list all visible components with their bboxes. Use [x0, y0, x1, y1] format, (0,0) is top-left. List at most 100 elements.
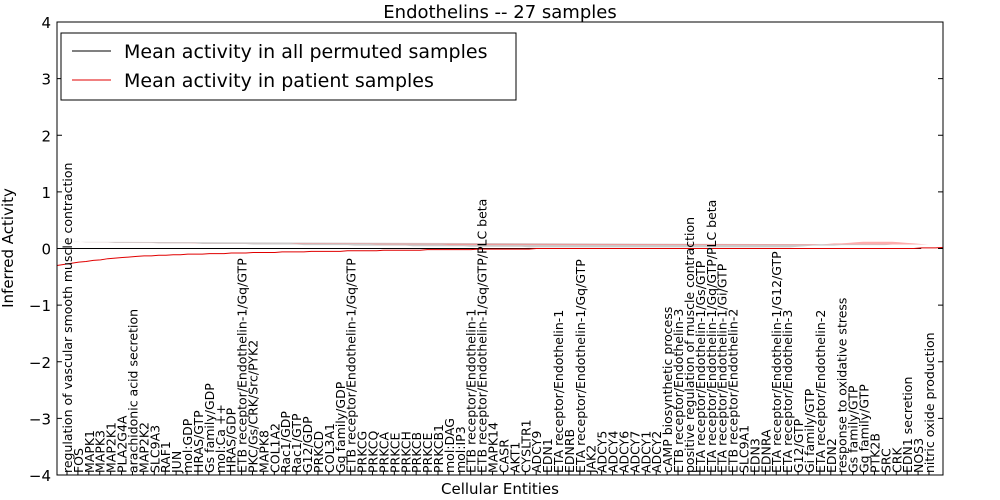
x-tick-label: ADCY2 — [649, 431, 664, 473]
x-tick-label: COL1A2 — [267, 423, 282, 473]
x-tick-label: ETA receptor/Endothelin-3 — [780, 310, 795, 473]
y-tick-label: 3 — [41, 71, 51, 89]
x-tick-label: CASR — [496, 439, 511, 473]
x-tick-label: MAPK3 — [93, 430, 108, 473]
x-tick-label: JUN — [169, 451, 184, 474]
y-tick-label: 2 — [41, 127, 51, 145]
x-tick-label: EDN3 — [747, 438, 762, 473]
x-tick-label: ADCY7 — [627, 431, 642, 473]
x-tick-label: ETA receptor/Endothelin-1/Gs/GTP — [693, 260, 708, 473]
x-tick-label: ETA receptor/Endothelin-1 — [551, 310, 566, 473]
x-tick-label: SLC9A1 — [737, 425, 752, 473]
x-tick-label: nitric oxide production — [922, 332, 937, 473]
x-tick-label: PRKCB1 — [431, 424, 446, 473]
x-tick-label: ADCY6 — [616, 431, 631, 473]
x-tick-label: Gs family/GDP — [202, 383, 217, 473]
x-tick-label: PRKCB — [409, 432, 424, 473]
x-tick-label: arachidonic acid secretion — [125, 309, 140, 473]
x-tick-label: Gq family/GDP — [333, 381, 348, 473]
x-tick-label: ADCY9 — [529, 431, 544, 473]
x-tick-label: HRAS/GTP — [191, 410, 206, 473]
x-tick-label: mol:IP3 — [453, 426, 468, 473]
x-tick-label: Gq family/GTP — [857, 384, 872, 473]
lines-layer — [56, 246, 944, 266]
x-tick-label: ETA receptor/Endothelin-1/G12/GTP — [769, 251, 784, 473]
x-tick-label: FOS — [71, 448, 86, 473]
x-tick-label: AKT1 — [507, 442, 522, 473]
x-tick-label: MAP2K1 — [104, 422, 119, 473]
x-tick-label: EDN1 — [540, 438, 555, 473]
y-tick-label: −2 — [29, 354, 51, 372]
x-tick-label: Gs family/GTP — [846, 385, 861, 473]
x-tick-label: SLC9A3 — [147, 425, 162, 473]
x-tick-label: PRKCD — [311, 431, 326, 473]
legend-label-patient: Mean activity in patient samples — [124, 70, 434, 92]
x-tick-label: PRKCH — [398, 431, 413, 473]
x-tick-label: ETA receptor/Endothelin-1/Gq/GTP/PLC bet… — [704, 200, 719, 473]
x-tick-label: response to oxidative stress — [835, 298, 850, 473]
x-tick-label: EDN2 — [824, 438, 839, 473]
x-tick-label: ETB receptor/Endothelin-1/Gq/GTP — [235, 258, 250, 473]
x-tick-label: MAP2K2 — [136, 422, 151, 473]
x-tick-label: SRC — [878, 448, 893, 473]
x-tick-label: Gi family/GTP — [802, 388, 817, 473]
x-tick-label: PRKCA — [376, 432, 391, 473]
x-tick-label: PRKCQ — [366, 431, 381, 473]
x-tick-label: ADCY4 — [606, 431, 621, 473]
x-tick-label: PRKCE — [387, 433, 402, 473]
x-tick-label: MAPK14 — [486, 422, 501, 473]
x-tick-label: COL3A1 — [322, 423, 337, 473]
x-tick-label: EDNRA — [758, 429, 773, 473]
bands-layer — [57, 241, 929, 248]
x-tick-label: PKC/Gs/CRK/Src/PYK2 — [245, 340, 260, 473]
x-axis-label: Cellular Entities — [441, 480, 559, 498]
y-tick-label: 1 — [41, 184, 51, 202]
y-axis-label: Inferred Activity — [0, 188, 17, 308]
x-tick-label: cAMP biosynthetic process — [660, 307, 675, 473]
x-tick-label: ADCY1 — [638, 431, 653, 473]
x-tick-label: ETB receptor/Endothelin-2 — [726, 309, 741, 473]
x-tick-label: JAK2 — [584, 445, 599, 474]
x-tick-label: G12/GTP — [791, 418, 806, 473]
x-tick-label: PRKCE — [420, 433, 435, 473]
y-tick-label: 4 — [41, 14, 51, 32]
x-tick-label: PRKCG — [355, 431, 370, 473]
x-tick-label: NOS3 — [911, 438, 926, 473]
y-tick-label: −1 — [29, 297, 51, 315]
legend-label-permuted: Mean activity in all permuted samples — [124, 41, 487, 63]
y-tick-label: −3 — [29, 410, 51, 428]
x-tick-label: ETA receptor/Endothelin-1/Gq/GTP — [573, 259, 588, 473]
x-tick-label: HRAS/GDP — [224, 407, 239, 473]
x-tick-label: EDNRB — [562, 429, 577, 473]
x-tick-label: regulation of vascular smooth muscle con… — [60, 163, 75, 473]
x-tick-label: Rac1/GTP — [289, 413, 304, 473]
x-tick-label: CYSLTR1 — [518, 419, 533, 473]
x-tick-label: mol:DAG — [442, 418, 457, 473]
y-tick-label: −4 — [29, 467, 51, 485]
x-tick-label: positive regulation of muscle contractio… — [682, 217, 697, 473]
x-tick-label: ETA receptor/Endothelin-1/Gi/GTP — [715, 263, 730, 473]
x-tick-label: PTK2B — [867, 433, 882, 473]
x-tick-label: ETB receptor/Endothelin-1/Gq/GTP/PLC bet… — [475, 199, 490, 473]
x-tick-label: ETB receptor/Endothelin-1 — [464, 309, 479, 473]
x-tick-label: ETB receptor/Endothelin-3 — [671, 309, 686, 473]
y-axis-ticks: −4 −3 −2 −1 0 1 2 3 4 — [29, 14, 943, 485]
legend-box — [60, 32, 517, 101]
y-tick-label: 0 — [41, 241, 51, 259]
patient-band — [57, 241, 929, 246]
x-tick-label: G12/GDP — [300, 416, 315, 473]
x-tick-label: ADCY5 — [595, 431, 610, 473]
legend: Mean activity in all permuted samples Me… — [60, 32, 517, 101]
x-tick-label: mol:Ca ++ — [213, 404, 228, 473]
chart-title: Endothelins -- 27 samples — [383, 2, 616, 23]
x-tick-label: Rac1/GDP — [278, 411, 293, 473]
x-tick-labels: regulation of vascular smooth muscle con… — [60, 163, 937, 475]
x-tick-label: MAPK8 — [256, 430, 271, 473]
x-tick-label: PLA2G4A — [115, 415, 130, 473]
x-tick-label: MAPK1 — [82, 430, 97, 473]
x-tick-label: mol:GDP — [180, 418, 195, 473]
x-tick-label: ETB receptor/Endothelin-1/Gq/GTP — [344, 258, 359, 473]
x-tick-label: ETA receptor/Endothelin-2 — [813, 310, 828, 473]
x-tick-label: RAF1 — [158, 441, 173, 473]
